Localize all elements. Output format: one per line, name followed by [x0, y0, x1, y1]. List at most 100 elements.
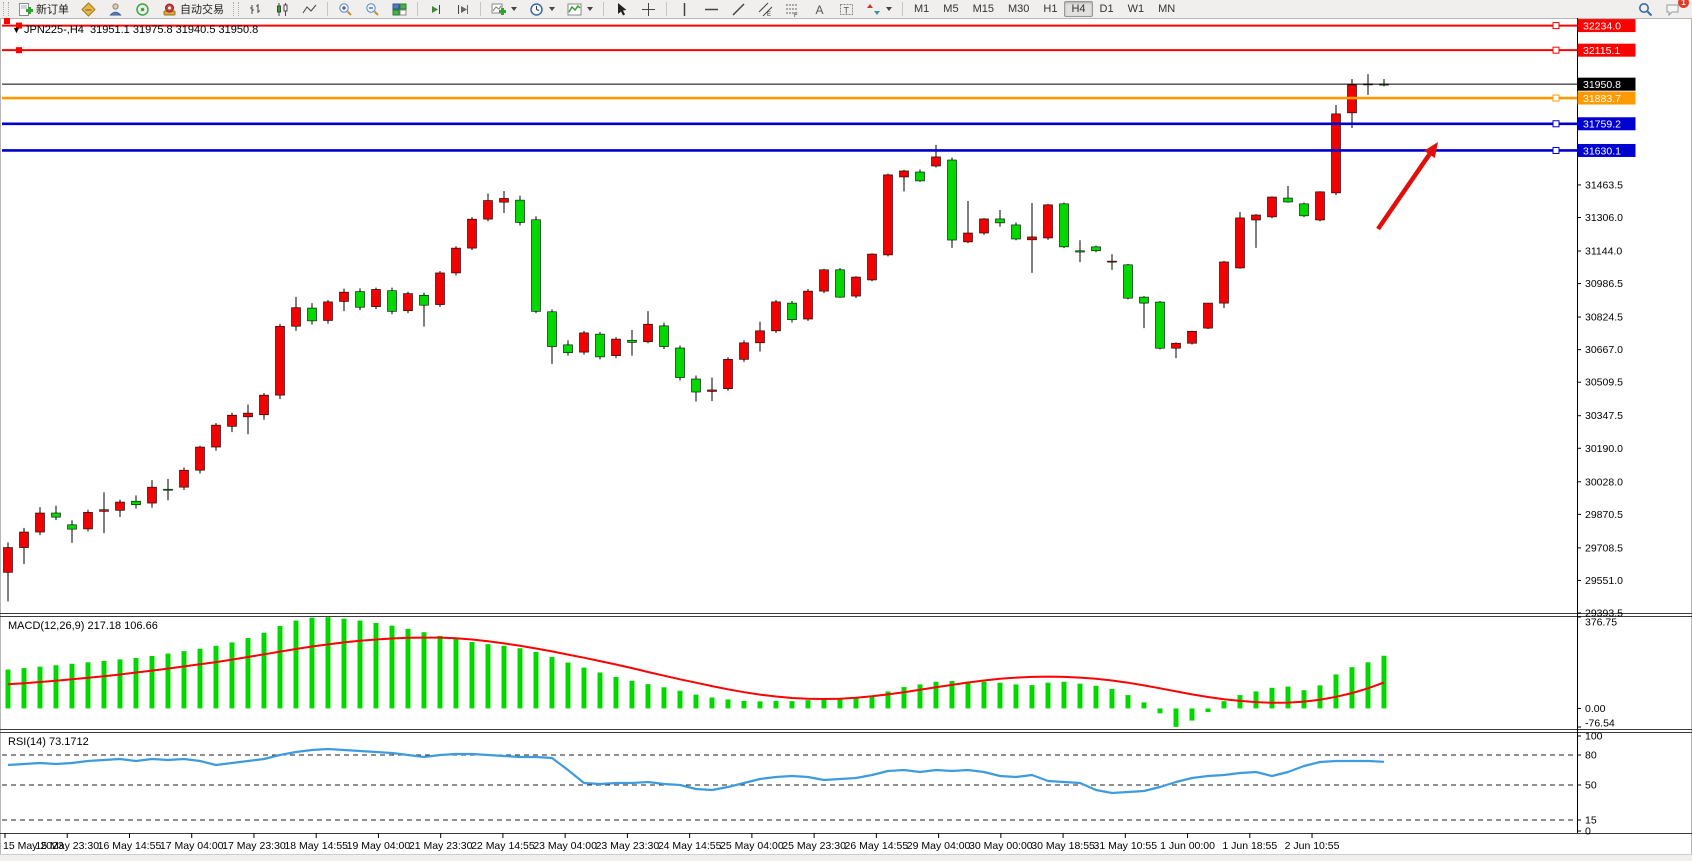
timeframe-mn[interactable]: MN — [1158, 3, 1176, 15]
timeframe-h1[interactable]: H1 — [1043, 3, 1058, 15]
crosshair-tool-button[interactable] — [635, 0, 662, 18]
zoom-in-button[interactable] — [332, 0, 359, 18]
candle-body — [323, 301, 333, 321]
search-button[interactable] — [1632, 0, 1659, 18]
market-watch-button[interactable] — [75, 0, 102, 18]
svg-text:E: E — [767, 12, 771, 17]
horizontal-line-tool-button[interactable] — [698, 0, 725, 18]
svg-text:A: A — [816, 3, 824, 17]
indicators-button[interactable] — [561, 0, 599, 18]
terminal-button[interactable] — [129, 0, 156, 18]
candle-body — [147, 486, 157, 504]
new-order-button[interactable]: 新订单 — [12, 0, 75, 18]
line-handle[interactable] — [1552, 120, 1560, 128]
annotation-arrow-head[interactable] — [1424, 142, 1438, 158]
zoom-out-icon — [365, 2, 380, 17]
line-handle[interactable] — [1552, 94, 1560, 102]
new-order-icon — [18, 2, 33, 17]
macd-histogram-bar — [789, 701, 795, 709]
y-axis-label: 29551.0 — [1585, 575, 1623, 587]
macd-histogram-bar — [517, 648, 523, 709]
timeframe-m5[interactable]: M5 — [943, 3, 959, 15]
notifications-button[interactable]: 1 — [1659, 0, 1689, 18]
y-axis-label: 29393.5 — [1585, 608, 1623, 620]
macd-histogram-bar — [629, 680, 635, 709]
x-axis-label: 15 May 2023 — [3, 840, 64, 852]
macd-histogram-bar — [245, 638, 251, 709]
equidistant-channel-tool-button[interactable]: E — [752, 0, 779, 18]
price-label-text: 32234.0 — [1583, 20, 1621, 32]
candle-body — [1235, 217, 1245, 269]
timeframe-m30[interactable]: M30 — [1007, 3, 1030, 15]
auto-trading-button[interactable]: 自动交易 — [156, 0, 230, 18]
cursor-tool-button[interactable] — [608, 0, 635, 18]
candle-body — [227, 414, 237, 427]
candle-body — [755, 330, 765, 344]
candle-body — [1187, 330, 1197, 344]
arrows-tool-button[interactable] — [860, 0, 898, 18]
timeframe-m15[interactable]: M15 — [972, 3, 994, 15]
candle-body — [611, 338, 621, 356]
candle-body — [179, 469, 189, 488]
new-chart-button[interactable] — [485, 0, 523, 18]
annotation-arrow[interactable] — [1376, 153, 1432, 231]
timeframe-d1[interactable]: D1 — [1099, 3, 1114, 15]
line-handle[interactable] — [16, 47, 22, 54]
candlestick-chart-button[interactable] — [269, 0, 296, 18]
candle-body — [1139, 296, 1149, 304]
trendline-tool-button[interactable] — [725, 0, 752, 18]
toolbar-grip[interactable] — [233, 2, 239, 16]
line-handle[interactable] — [1552, 46, 1560, 54]
svg-text:T: T — [844, 5, 850, 15]
auto-scroll-button[interactable] — [422, 0, 449, 18]
macd-histogram-bar — [117, 659, 123, 709]
trendline-icon — [731, 2, 746, 17]
timeframe-m1[interactable]: M1 — [914, 3, 930, 15]
y-axis-label: 30667.0 — [1585, 344, 1623, 356]
x-axis-label: 22 May 14:55 — [471, 840, 535, 852]
timeframe-w1[interactable]: W1 — [1127, 3, 1145, 15]
macd-histogram-bar — [1285, 686, 1291, 709]
macd-histogram-bar — [165, 653, 171, 709]
macd-histogram-bar — [869, 695, 875, 709]
timeframe-h4[interactable]: H4 — [1064, 1, 1093, 17]
macd-histogram-bar — [1093, 685, 1099, 709]
toolbar-grip[interactable] — [3, 2, 9, 16]
fibonacci-tool-button[interactable]: F — [779, 0, 806, 19]
macd-histogram-bar — [853, 698, 859, 709]
periods-button[interactable] — [523, 0, 561, 18]
text-label-tool-button[interactable]: T — [833, 0, 860, 18]
line-handle[interactable] — [4, 18, 10, 24]
text-tool-button[interactable]: A — [806, 0, 833, 18]
candle-body — [1011, 224, 1021, 240]
macd-histogram-bar — [53, 665, 59, 709]
x-axis-label: 25 May 23:30 — [782, 840, 846, 852]
candle-body — [355, 291, 365, 308]
line-handle[interactable] — [1552, 22, 1560, 30]
candle-body — [867, 253, 877, 281]
macd-histogram-bar — [453, 639, 459, 709]
tile-windows-button[interactable] — [386, 0, 413, 18]
line-handle[interactable] — [16, 22, 22, 29]
bar-chart-button[interactable] — [242, 0, 269, 18]
macd-histogram-bar — [1317, 685, 1323, 709]
line-chart-button[interactable] — [296, 0, 323, 18]
x-axis-label: 17 May 04:00 — [160, 840, 224, 852]
macd-histogram-bar — [837, 699, 843, 709]
macd-histogram-bar — [485, 644, 491, 709]
macd-histogram-bar — [549, 656, 555, 709]
symbol-dropdown-icon[interactable]: ▼ — [12, 25, 21, 35]
navigator-button[interactable] — [102, 0, 129, 18]
x-axis-label: 18 May 14:55 — [284, 840, 348, 852]
search-icon — [1638, 2, 1653, 17]
chart-shift-button[interactable] — [449, 0, 476, 18]
macd-histogram-bar — [341, 618, 347, 709]
vertical-line-tool-button[interactable] — [671, 0, 698, 18]
candle-body — [1107, 260, 1117, 263]
macd-histogram-bar — [421, 632, 427, 709]
price-label-box — [1577, 117, 1636, 131]
zoom-out-button[interactable] — [359, 0, 386, 18]
line-handle[interactable] — [1552, 146, 1560, 154]
candle-body — [563, 344, 573, 354]
